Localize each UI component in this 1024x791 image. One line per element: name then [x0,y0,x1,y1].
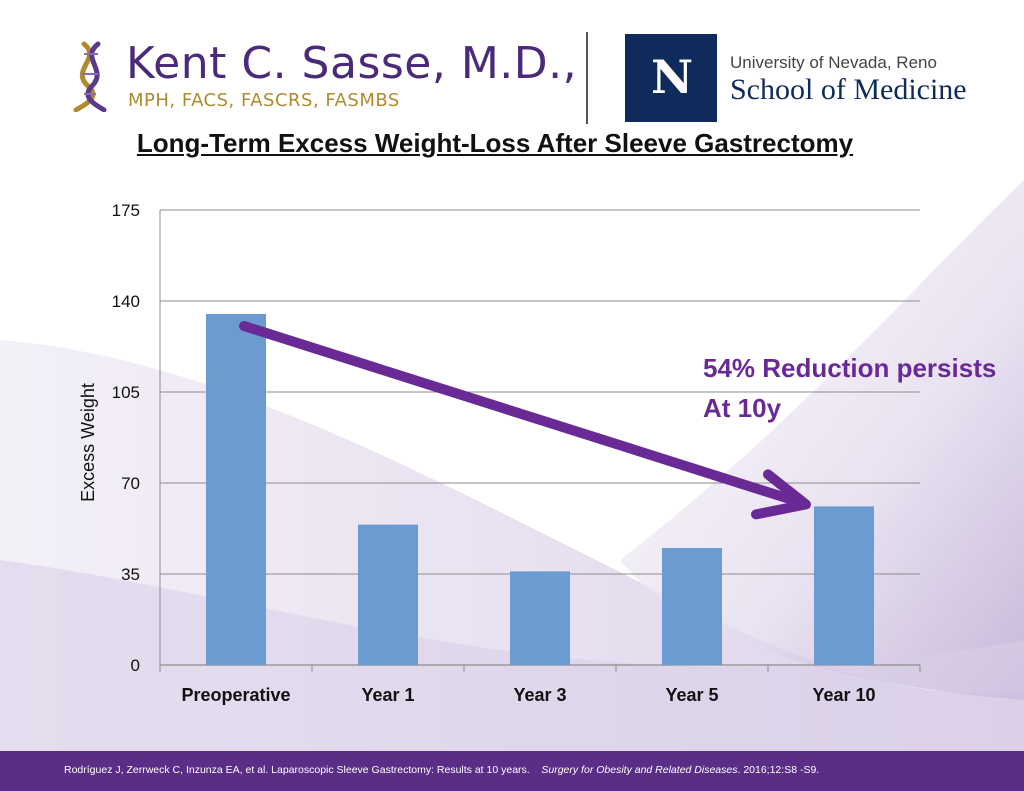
annotation-line-1: 54% Reduction persists [703,353,997,383]
citation-text: Rodríguez J, Zerrweck C, Inzunza EA, et … [64,764,819,776]
citation-details: . 2016;12:S8 -S9. [737,764,820,776]
y-axis-label: Excess Weight [78,383,98,502]
slide-title: Long-Term Excess Weight-Loss After Sleev… [136,128,854,158]
x-tick-label: Year 3 [513,685,566,705]
dna-logo-icon [73,41,107,112]
doctor-name: Kent C. Sasse, M.D., [126,38,578,89]
doctor-credentials: MPH, FACS, FASCRS, FASMBS [128,90,400,111]
university-logo: N [625,34,717,122]
bar [206,314,266,665]
university-logo-letter: N [650,50,693,104]
y-tick-label: 35 [121,565,140,584]
header-divider [586,32,588,124]
bar [358,524,418,665]
x-tick-label: Year 10 [812,685,875,705]
trend-arrow-head [751,469,811,520]
y-tick-label: 0 [131,656,140,675]
y-tick-label: 175 [112,201,140,220]
y-tick-label: 105 [112,383,140,402]
citation-authors: Rodríguez J, Zerrweck C, Inzunza EA, et … [64,764,530,776]
x-tick-label: Year 1 [361,685,414,705]
bar [510,571,570,665]
reduction-annotation: 54% Reduction persists At 10y [703,348,996,428]
bar [814,506,874,665]
x-tick-label: Year 5 [665,685,718,705]
y-tick-label: 70 [121,474,140,493]
university-name: University of Nevada, Reno [730,53,937,72]
slide-header: Kent C. Sasse, M.D., MPH, FACS, FASCRS, … [0,0,1024,130]
citation-journal: Surgery for Obesity and Related Diseases [541,764,738,776]
x-tick-label: Preoperative [181,685,290,705]
citation-footer: Rodríguez J, Zerrweck C, Inzunza EA, et … [0,751,1024,791]
annotation-line-2: At 10y [703,393,782,423]
bar [662,548,722,665]
school-name: School of Medicine [730,73,967,106]
trend-arrow [239,321,799,506]
y-tick-label: 140 [112,292,140,311]
